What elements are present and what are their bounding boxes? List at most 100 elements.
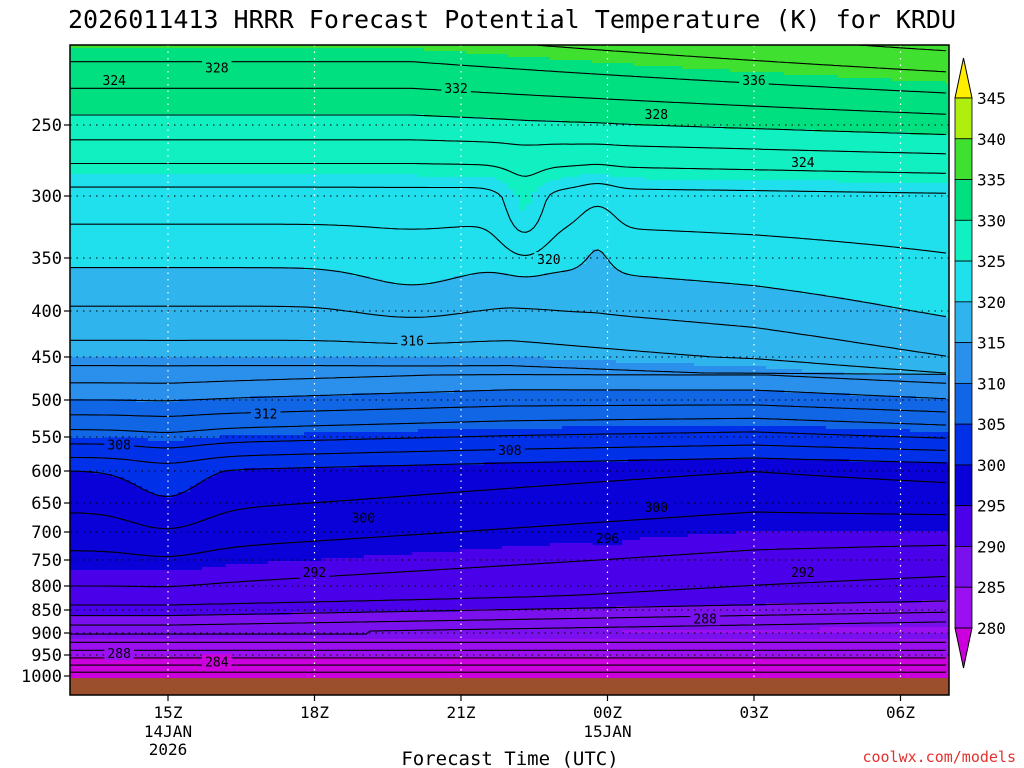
- field-cell: [184, 153, 191, 157]
- field-cell: [178, 144, 185, 148]
- field-cell: [100, 279, 107, 283]
- field-cell: [142, 135, 149, 139]
- field-cell: [190, 135, 197, 139]
- field-cell: [202, 129, 209, 133]
- field-cell: [106, 480, 113, 484]
- field-cell: [124, 288, 131, 292]
- field-cell: [172, 57, 179, 61]
- field-cell: [76, 84, 83, 88]
- field-cell: [142, 384, 149, 388]
- field-cell: [124, 180, 131, 184]
- field-cell: [142, 567, 149, 571]
- field-cell: [82, 216, 89, 220]
- field-cell: [172, 600, 179, 604]
- field-cell: [124, 567, 131, 571]
- field-cell: [136, 456, 143, 460]
- field-cell: [166, 81, 173, 85]
- field-cell: [94, 204, 101, 208]
- field-cell: [172, 465, 179, 469]
- field-cell: [154, 228, 161, 232]
- field-cell: [82, 159, 89, 163]
- field-cell: [190, 75, 197, 79]
- field-cell: [94, 279, 101, 283]
- field-cell: [178, 153, 185, 157]
- field-cell: [88, 594, 95, 598]
- field-cell: [172, 153, 179, 157]
- field-cell: [172, 336, 179, 340]
- field-cell: [196, 477, 203, 481]
- field-cell: [106, 636, 113, 640]
- field-cell: [94, 540, 101, 544]
- field-cell: [184, 474, 191, 478]
- field-cell: [88, 402, 95, 406]
- field-cell: [100, 144, 107, 148]
- field-cell: [118, 183, 125, 187]
- field-cell: [172, 201, 179, 205]
- field-cell: [100, 519, 107, 523]
- field-cell: [106, 111, 113, 115]
- field-cell: [202, 336, 209, 340]
- field-cell: [190, 564, 197, 568]
- field-cell: [184, 231, 191, 235]
- field-cell: [166, 192, 173, 196]
- field-cell: [94, 342, 101, 346]
- field-cell: [160, 177, 167, 181]
- field-cell: [160, 342, 167, 346]
- field-cell: [76, 369, 83, 373]
- field-cell: [154, 276, 161, 280]
- field-cell: [148, 213, 155, 217]
- field-cell: [70, 570, 77, 574]
- field-cell: [178, 441, 185, 445]
- field-cell: [184, 189, 191, 193]
- field-cell: [202, 366, 209, 370]
- field-cell: [82, 594, 89, 598]
- field-cell: [76, 315, 83, 319]
- field-cell: [70, 423, 77, 427]
- field-cell: [142, 51, 149, 55]
- field-cell: [160, 273, 167, 277]
- field-cell: [82, 354, 89, 358]
- field-cell: [112, 198, 119, 202]
- field-cell: [172, 504, 179, 508]
- field-cell: [190, 630, 197, 634]
- field-cell: [136, 573, 143, 577]
- field-cell: [202, 186, 209, 190]
- field-cell: [178, 564, 185, 568]
- field-cell: [190, 543, 197, 547]
- field-cell: [196, 279, 203, 283]
- field-cell: [136, 150, 143, 154]
- field-cell: [112, 624, 119, 628]
- field-cell: [130, 174, 137, 178]
- field-cell: [166, 420, 173, 424]
- field-cell: [88, 120, 95, 124]
- field-cell: [76, 324, 83, 328]
- field-cell: [82, 66, 89, 70]
- field-cell: [202, 273, 209, 277]
- field-cell: [100, 597, 107, 601]
- field-cell: [178, 135, 185, 139]
- field-cell: [88, 147, 95, 151]
- field-cell: [124, 177, 131, 181]
- field-cell: [160, 243, 167, 247]
- field-cell: [106, 510, 113, 514]
- field-cell: [148, 159, 155, 163]
- field-cell: [160, 237, 167, 241]
- field-cell: [166, 186, 173, 190]
- field-cell: [196, 126, 203, 130]
- field-cell: [172, 675, 179, 679]
- field-cell: [70, 198, 77, 202]
- field-cell: [112, 168, 119, 172]
- field-cell: [142, 591, 149, 595]
- field-cell: [172, 213, 179, 217]
- field-cell: [184, 564, 191, 568]
- field-cell: [172, 486, 179, 490]
- field-cell: [136, 324, 143, 328]
- field-cell: [76, 570, 83, 574]
- field-cell: [94, 402, 101, 406]
- field-cell: [142, 117, 149, 121]
- field-cell: [202, 171, 209, 175]
- field-cell: [148, 450, 155, 454]
- field-cell: [178, 126, 185, 130]
- field-cell: [196, 438, 203, 442]
- field-cell: [166, 210, 173, 214]
